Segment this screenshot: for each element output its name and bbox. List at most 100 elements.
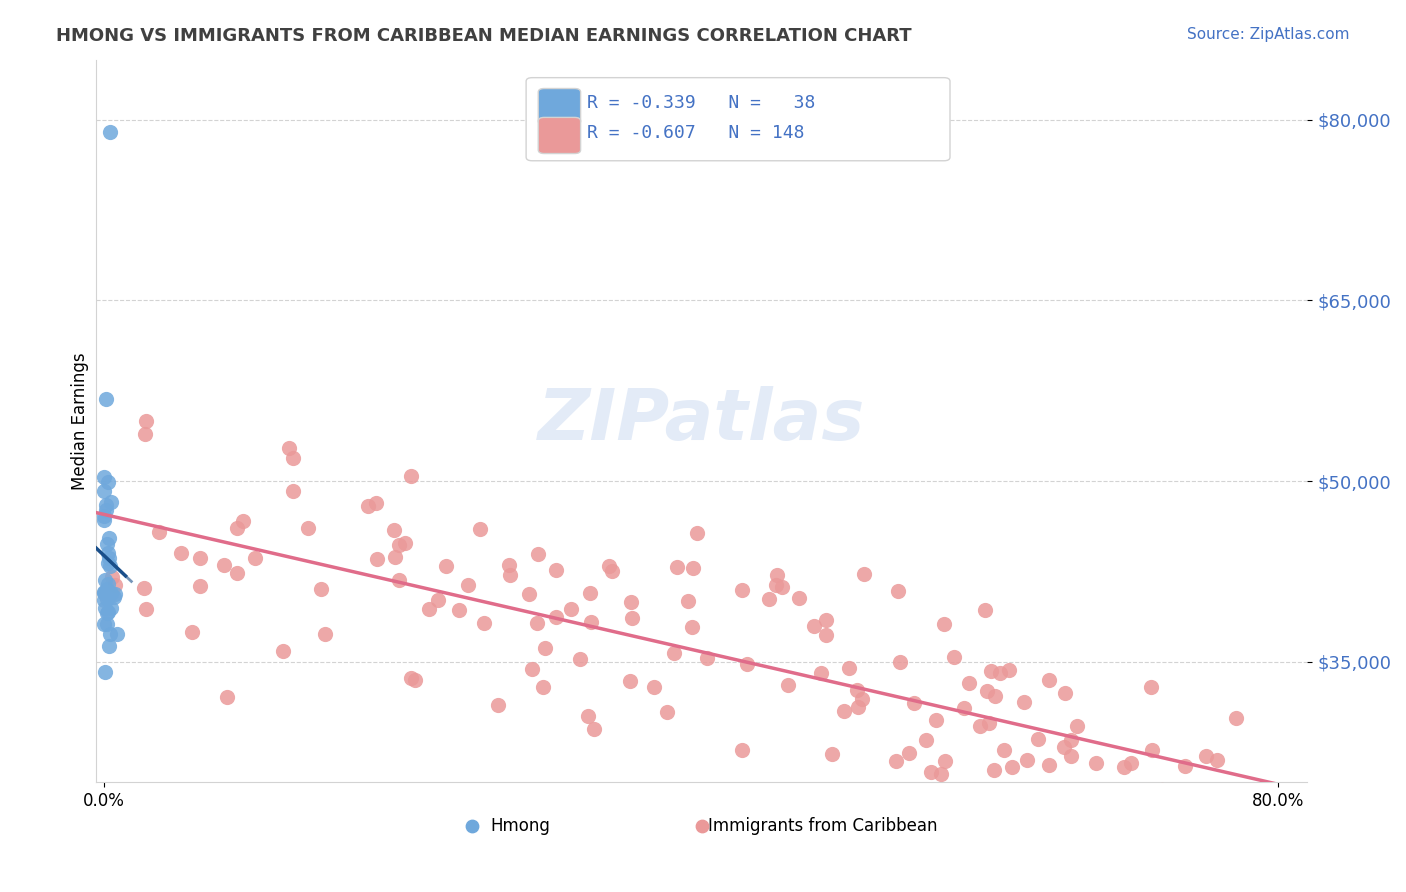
Point bbox=[526, 616, 548, 631]
Point bbox=[93, 513, 115, 527]
Point bbox=[315, 627, 337, 641]
Point bbox=[974, 603, 997, 617]
Point bbox=[271, 644, 294, 658]
Point bbox=[731, 582, 754, 597]
Point bbox=[1026, 731, 1049, 746]
Point bbox=[103, 577, 125, 591]
Point bbox=[426, 592, 449, 607]
Point bbox=[1038, 673, 1060, 687]
Point bbox=[101, 569, 124, 583]
Point bbox=[1112, 760, 1135, 774]
Point bbox=[848, 700, 870, 714]
Point bbox=[936, 800, 959, 814]
Point bbox=[188, 551, 211, 566]
Point bbox=[499, 567, 522, 582]
Point bbox=[134, 414, 156, 428]
Point bbox=[94, 665, 117, 679]
Point bbox=[472, 615, 495, 630]
Point bbox=[977, 716, 1000, 731]
Point bbox=[1114, 852, 1136, 866]
Point bbox=[957, 676, 980, 690]
Point bbox=[94, 600, 117, 615]
Point bbox=[517, 587, 540, 601]
Point bbox=[93, 616, 115, 631]
Point bbox=[97, 475, 120, 489]
Point bbox=[1017, 753, 1039, 767]
Point bbox=[765, 578, 787, 592]
Point bbox=[1012, 695, 1035, 709]
Point bbox=[988, 665, 1011, 680]
Point bbox=[1098, 795, 1121, 809]
Point bbox=[93, 586, 115, 600]
Point bbox=[1174, 759, 1197, 773]
Point bbox=[97, 605, 120, 619]
Point bbox=[602, 564, 624, 578]
Point bbox=[214, 558, 236, 572]
Point bbox=[134, 427, 156, 442]
Point bbox=[1112, 787, 1135, 801]
Point bbox=[1175, 809, 1198, 823]
Point bbox=[682, 560, 704, 574]
Point bbox=[598, 559, 620, 574]
Point bbox=[382, 524, 405, 538]
Point bbox=[1121, 756, 1143, 770]
Point bbox=[696, 651, 718, 665]
Point bbox=[621, 611, 644, 625]
Point bbox=[1066, 719, 1088, 733]
Point bbox=[576, 709, 599, 723]
Point bbox=[1206, 753, 1229, 767]
Y-axis label: Median Earnings: Median Earnings bbox=[72, 352, 89, 490]
Point bbox=[889, 655, 911, 669]
Point bbox=[1084, 756, 1107, 770]
Point bbox=[934, 616, 956, 631]
Point bbox=[100, 494, 122, 508]
Point bbox=[838, 661, 860, 675]
Point bbox=[98, 559, 121, 574]
Point bbox=[98, 125, 121, 139]
Point bbox=[884, 754, 907, 768]
Point bbox=[1180, 815, 1202, 830]
Point bbox=[309, 582, 332, 596]
Point bbox=[579, 615, 602, 629]
Point bbox=[100, 586, 122, 600]
FancyBboxPatch shape bbox=[526, 78, 950, 161]
Point bbox=[180, 625, 202, 640]
Point bbox=[96, 582, 118, 596]
Point bbox=[384, 550, 406, 565]
Point bbox=[1059, 732, 1081, 747]
Point bbox=[190, 579, 212, 593]
Point bbox=[404, 673, 426, 687]
Point bbox=[759, 814, 782, 829]
Point bbox=[544, 609, 567, 624]
Point bbox=[903, 696, 925, 710]
Point bbox=[832, 704, 855, 718]
Point bbox=[96, 616, 118, 631]
Point bbox=[766, 568, 789, 582]
Point bbox=[821, 747, 844, 761]
Point bbox=[97, 546, 120, 560]
Point bbox=[897, 747, 920, 761]
Point bbox=[96, 606, 118, 620]
Point bbox=[870, 805, 893, 820]
Point bbox=[520, 662, 543, 676]
Point bbox=[929, 767, 952, 781]
Point bbox=[578, 586, 600, 600]
Point bbox=[662, 646, 685, 660]
Point bbox=[983, 764, 1005, 778]
Point bbox=[434, 558, 457, 573]
Point bbox=[993, 743, 1015, 757]
Point bbox=[527, 547, 550, 561]
Text: ZIPatlas: ZIPatlas bbox=[538, 386, 866, 456]
Point bbox=[93, 593, 115, 607]
Point bbox=[770, 581, 793, 595]
Point bbox=[666, 559, 689, 574]
Point bbox=[148, 524, 170, 539]
Point bbox=[851, 691, 873, 706]
Point bbox=[470, 522, 492, 536]
Point bbox=[676, 594, 699, 608]
Point bbox=[1142, 742, 1164, 756]
Point bbox=[498, 558, 520, 572]
Point bbox=[853, 567, 876, 582]
Point bbox=[1074, 803, 1097, 817]
Point bbox=[582, 722, 605, 736]
